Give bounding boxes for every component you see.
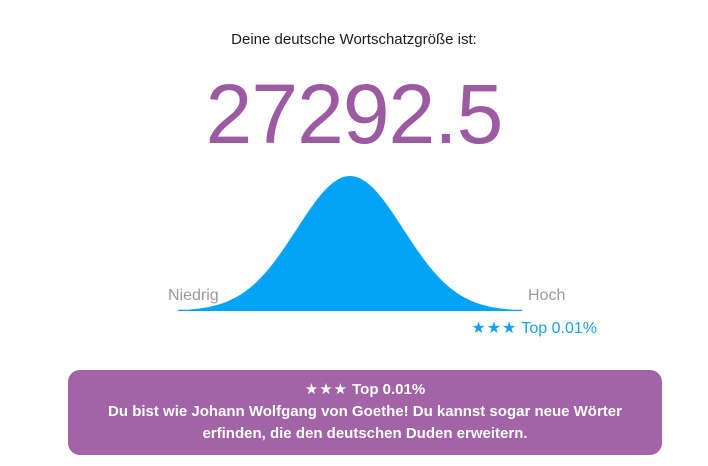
curve-left-label: Niedrig: [168, 287, 219, 304]
result-box: ★★★ Top 0.01% Du bist wie Johann Wolfgang…: [68, 370, 662, 455]
page-title: Deine deutsche Wortschatzgröße ist:: [231, 31, 477, 48]
score-value: 27292.5: [205, 67, 504, 161]
bell-curve: [178, 176, 522, 311]
stars-icon: ★★★: [471, 320, 518, 337]
curve-right-label: Hoch: [528, 287, 566, 304]
distribution-chart: Niedrig Hoch ★★★ Top 0.01%: [124, 172, 604, 342]
result-headline: ★★★ Top 0.01%: [86, 379, 644, 401]
result-message: Du bist wie Johann Wolfgang von Goethe! …: [108, 403, 622, 442]
percentile-text: Top 0.01%: [521, 320, 597, 337]
result-headline-text: Top 0.01%: [352, 381, 426, 398]
bell-curve-fill: [178, 176, 522, 311]
percentile-label: ★★★ Top 0.01%: [471, 318, 597, 338]
stars-icon: ★★★: [304, 381, 349, 398]
